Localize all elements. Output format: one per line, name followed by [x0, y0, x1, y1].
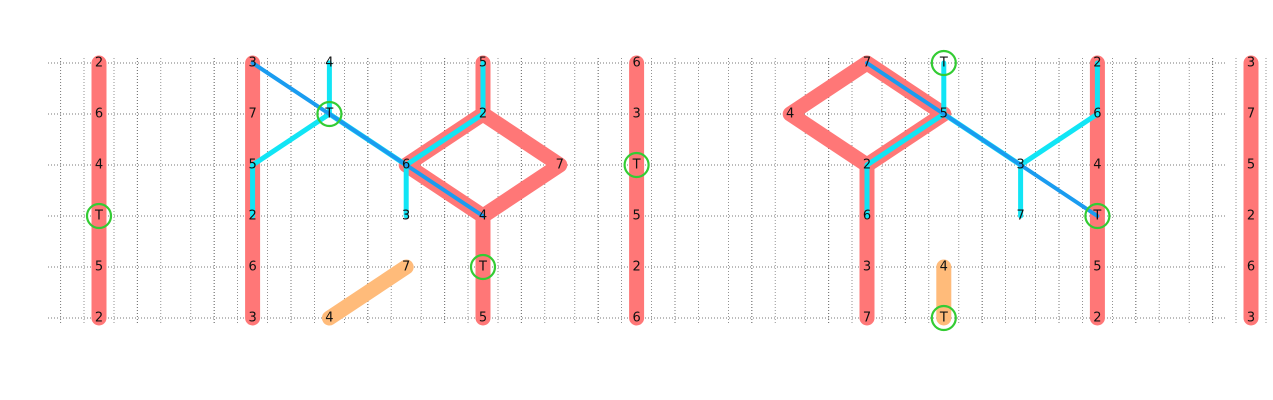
node-label: 3: [1016, 158, 1024, 173]
blue-path-1: [250, 61, 485, 218]
node-label: 3: [1247, 311, 1255, 326]
grid: [48, 58, 1267, 323]
node-label: 7: [863, 311, 871, 326]
node-label: 5: [632, 209, 640, 224]
highlight-circle: [85, 202, 113, 230]
node-label: 3: [402, 209, 410, 224]
cyan-path-3: [403, 60, 486, 168]
node-label: 7: [1247, 107, 1255, 122]
node-label: 6: [1247, 260, 1255, 275]
node-label: 2: [863, 158, 871, 173]
highlight-circle: [1084, 202, 1111, 230]
node-label: 2: [95, 311, 103, 326]
blue-path-group: [250, 61, 1100, 218]
node-label: 2: [248, 209, 256, 224]
highlight-circle: [930, 304, 957, 332]
node-label: T: [478, 260, 487, 275]
node-label: T: [94, 209, 103, 224]
highlight-circle: [316, 100, 343, 128]
cyan-path-6: [1018, 60, 1100, 168]
cyan-path-group: [250, 60, 1100, 219]
node-label: 3: [248, 56, 256, 71]
highlight-circle: [623, 151, 650, 179]
cyan-path-5: [941, 111, 1024, 219]
node-label: 5: [940, 107, 948, 122]
node-label: 6: [1093, 107, 1101, 122]
node-label: 4: [1093, 158, 1101, 173]
cyan-path-4: [864, 60, 947, 219]
node-label: 4: [940, 260, 948, 275]
highlight-circle: [469, 253, 497, 281]
cyan-path-2: [326, 111, 409, 219]
cyan-path-1: [250, 60, 332, 219]
node-label: 5: [479, 311, 487, 326]
highlight-circle: [930, 49, 957, 77]
node-label: 6: [632, 311, 640, 326]
node-label: 2: [1247, 209, 1255, 224]
node-label: 6: [402, 158, 410, 173]
node-label: 4: [95, 158, 103, 173]
orange-path-1: [321, 259, 414, 326]
node-label: 6: [863, 209, 871, 224]
node-label: 3: [248, 311, 256, 326]
orange-path-group: [321, 259, 952, 326]
node-label: 2: [1093, 56, 1101, 71]
node-label: 7: [248, 107, 256, 122]
node-label: 2: [95, 56, 103, 71]
node-label: 3: [1247, 56, 1255, 71]
node-label: 2: [479, 107, 487, 122]
node-label: 3: [863, 260, 871, 275]
node-label: 5: [95, 260, 103, 275]
blue-path-2: [865, 61, 1100, 218]
node-label: 6: [248, 260, 256, 275]
node-label: 5: [248, 158, 256, 173]
node-label: 3: [632, 107, 640, 122]
node-label: 4: [786, 107, 794, 122]
node-label: 2: [1093, 311, 1101, 326]
node-label: T: [632, 158, 641, 173]
node-label: 4: [479, 209, 487, 224]
node-label: 6: [95, 107, 103, 122]
node-label: 7: [1016, 209, 1024, 224]
node-label: 5: [479, 56, 487, 71]
node-label: 2: [632, 260, 640, 275]
node-label: T: [939, 56, 948, 71]
node-label: 6: [632, 56, 640, 71]
node-label: 5: [1247, 158, 1255, 173]
node-label: T: [939, 311, 948, 326]
node-label: 4: [325, 311, 333, 326]
highlight-group: [85, 49, 1111, 332]
node-label: T: [324, 107, 333, 122]
node-label: 7: [402, 260, 410, 275]
node-label: 5: [1093, 260, 1101, 275]
node-label: 4: [325, 56, 333, 71]
node-label: 7: [556, 158, 564, 173]
node-labels: 2 6 4 T 5 2 3 7 5 2 6 3 4 T 4 6 3 7 5 2 4 T 5 7 6 3 T 5 2 6 4 7 2 6 3 7 T 5 4 T…: [94, 56, 1255, 326]
node-label: 7: [863, 56, 871, 71]
node-label: T: [1092, 209, 1101, 224]
